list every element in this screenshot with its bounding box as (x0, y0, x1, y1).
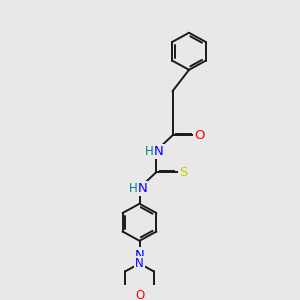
Text: N: N (138, 182, 147, 195)
Text: O: O (135, 289, 144, 300)
Text: S: S (179, 166, 188, 179)
Text: H: H (145, 145, 154, 158)
Text: H: H (128, 182, 137, 195)
Text: N: N (135, 256, 144, 269)
Text: N: N (135, 248, 144, 262)
Text: O: O (194, 129, 205, 142)
Text: N: N (154, 145, 164, 158)
